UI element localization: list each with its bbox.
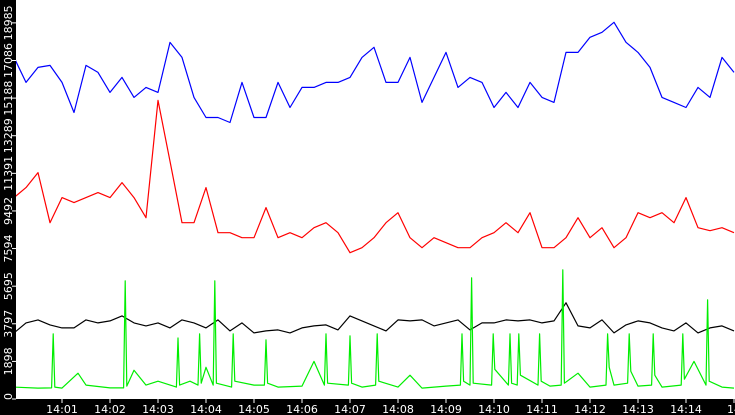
y-tick-label: 5695 bbox=[2, 272, 15, 300]
x-tick-label: 14 bbox=[727, 403, 735, 415]
x-tick-label: 14:01 bbox=[46, 403, 78, 415]
x-tick-label: 14:09 bbox=[430, 403, 462, 415]
x-tick-label: 14:13 bbox=[622, 403, 654, 415]
x-tick-label: 14:14 bbox=[670, 403, 702, 415]
y-tick-label: 17086 bbox=[2, 43, 15, 78]
y-tick-label: 0 bbox=[2, 393, 15, 400]
y-axis: 0 1898 3797 5695 7594 9492 11391 13289 15188 1708… bbox=[2, 5, 16, 400]
x-tick-label: 14:06 bbox=[286, 403, 318, 415]
series-line-3 bbox=[16, 302, 735, 334]
y-tick-label: 18985 bbox=[2, 5, 15, 40]
x-tick-label: 14:10 bbox=[478, 403, 510, 415]
x-tick-label: 14:07 bbox=[334, 403, 366, 415]
x-tick-label: 14:04 bbox=[190, 403, 222, 415]
y-tick-label: 13289 bbox=[2, 118, 15, 153]
x-tick-label: 14:05 bbox=[238, 403, 270, 415]
x-tick-label: 14:08 bbox=[382, 403, 414, 415]
y-tick-label: 11391 bbox=[2, 156, 15, 191]
series-layer bbox=[16, 21, 735, 389]
x-tick-label: 14:11 bbox=[526, 403, 558, 415]
y-tick-label: 3797 bbox=[2, 310, 15, 338]
x-tick-label: 14:03 bbox=[142, 403, 174, 415]
x-axis: 14:01 14:02 14:03 14:04 14:05 14:06 14:07 14:08… bbox=[46, 399, 735, 415]
y-tick-label: 1898 bbox=[2, 347, 15, 375]
x-tick-label: 14:02 bbox=[94, 403, 126, 415]
y-tick-label: 9492 bbox=[2, 197, 15, 225]
series-line-4 bbox=[16, 269, 735, 389]
x-tick-label: 14:12 bbox=[574, 403, 606, 415]
y-tick-label: 7594 bbox=[2, 235, 15, 263]
y-tick-label: 15188 bbox=[2, 81, 15, 116]
